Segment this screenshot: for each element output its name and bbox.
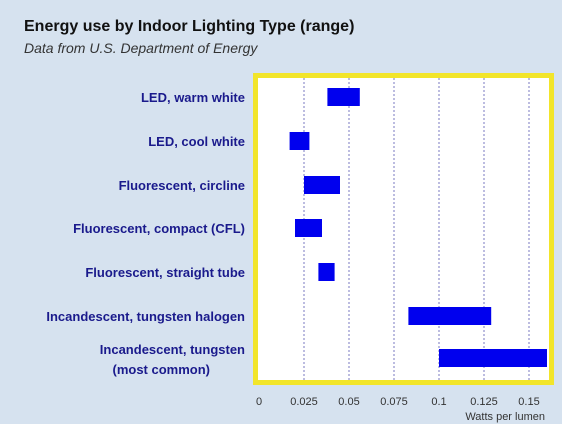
- x-tick-label: 0: [256, 396, 262, 408]
- range-bar: [304, 176, 340, 194]
- category-label: Fluorescent, circline: [119, 178, 245, 193]
- x-tick-label: 0.075: [380, 396, 408, 408]
- x-tick-label: 0.1: [431, 396, 446, 408]
- category-label: Incandescent, tungsten (most common): [100, 342, 245, 377]
- chart-subtitle: Data from U.S. Department of Energy: [24, 40, 258, 56]
- category-label: Incandescent, tungsten halogen: [46, 309, 245, 324]
- x-tick-label: 0.15: [518, 396, 539, 408]
- x-tick-label: 0.125: [470, 396, 498, 408]
- range-bar: [408, 307, 492, 325]
- x-tick-label: 0.025: [290, 396, 318, 408]
- range-bar: [439, 349, 547, 367]
- chart-title: Energy use by Indoor Lighting Type (rang…: [24, 18, 355, 35]
- x-axis-label: Watts per lumen: [465, 411, 545, 423]
- x-tick-label: 0.05: [338, 396, 359, 408]
- range-bar: [295, 219, 322, 237]
- category-label: LED, cool white: [148, 134, 245, 149]
- range-bar: [289, 132, 310, 150]
- category-label: LED, warm white: [141, 90, 245, 105]
- category-label: Fluorescent, straight tube: [85, 265, 245, 280]
- category-label: Fluorescent, compact (CFL): [73, 221, 245, 236]
- range-bar: [327, 88, 360, 106]
- range-bar: [318, 263, 335, 281]
